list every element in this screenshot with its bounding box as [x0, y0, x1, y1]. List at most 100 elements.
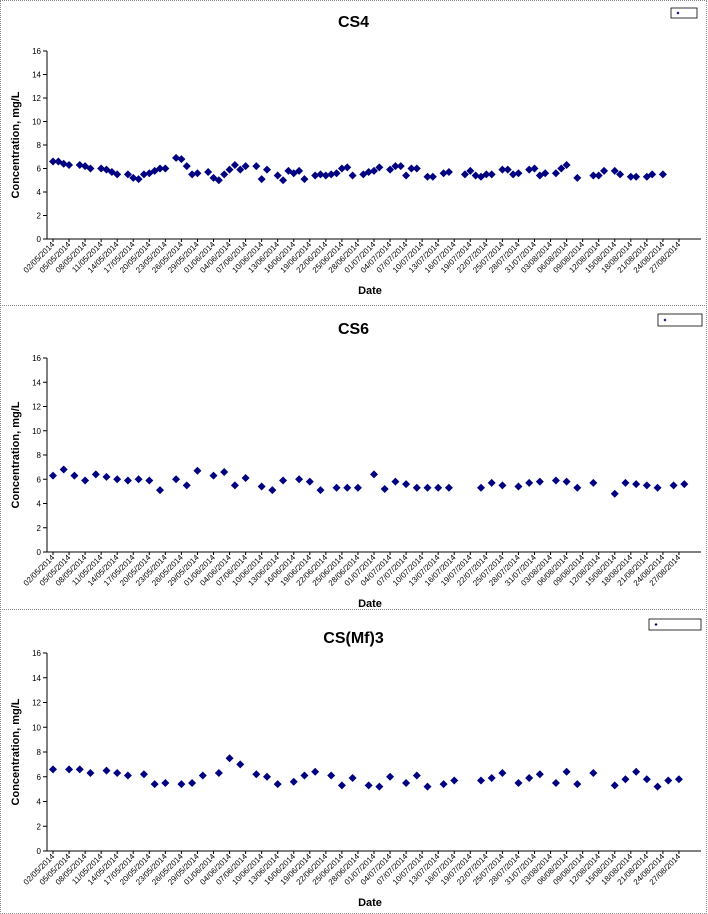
data-point — [551, 778, 560, 787]
y-tick-label: 4 — [37, 798, 42, 807]
data-point — [551, 476, 560, 485]
data-point — [530, 164, 539, 173]
data-point — [434, 483, 443, 492]
data-point — [134, 175, 143, 184]
chart-panel-cs6: CS6 0 2 4 6 8 10 12 14 16 02/05/2014 05/05/2014 08/0… — [0, 305, 707, 610]
data-point — [466, 166, 475, 175]
data-point — [498, 769, 507, 778]
data-point — [268, 486, 277, 495]
data-point — [669, 481, 678, 490]
data-point — [562, 160, 571, 169]
data-point — [188, 170, 197, 179]
data-point — [498, 165, 507, 174]
data-point — [311, 171, 320, 180]
data-point — [477, 483, 485, 492]
data-point — [477, 776, 485, 785]
data-point — [263, 165, 271, 174]
data-point — [343, 163, 352, 172]
data-point — [632, 480, 641, 489]
data-point — [353, 483, 362, 492]
y-tick-label: 10 — [32, 723, 41, 732]
data-point — [252, 162, 261, 171]
data-point — [525, 773, 534, 782]
legend-marker — [676, 11, 680, 15]
legend-box — [648, 618, 702, 631]
data-point — [573, 780, 582, 789]
data-point — [589, 478, 598, 487]
x-axis-title: Date — [358, 285, 382, 297]
data-point — [439, 169, 448, 178]
data-point — [230, 160, 239, 169]
data-point — [642, 481, 651, 490]
data-point — [316, 486, 325, 495]
legend-marker — [654, 623, 658, 626]
y-tick-label: 14 — [32, 378, 41, 387]
data-point — [460, 170, 469, 179]
data-point — [220, 467, 229, 476]
y-axis-title: Concentration, mg/L — [10, 91, 22, 198]
data-point — [412, 483, 421, 492]
data-point — [450, 776, 459, 785]
data-point — [337, 781, 346, 790]
data-point — [59, 159, 68, 168]
data-point — [503, 165, 512, 174]
data-point — [81, 476, 90, 485]
data-point — [423, 483, 432, 492]
data-point — [514, 482, 523, 491]
data-point — [589, 171, 598, 180]
data-point — [343, 483, 352, 492]
data-point — [177, 155, 186, 164]
data-point — [257, 482, 266, 491]
data-point — [75, 765, 84, 774]
data-point — [332, 483, 341, 492]
data-point — [49, 471, 57, 480]
chart-cs6: CS6024681012141602/05/201405/05/201408/0… — [10, 313, 703, 609]
data-point — [123, 476, 132, 485]
data-point — [123, 170, 132, 179]
data-point — [498, 481, 507, 490]
y-tick-label: 2 — [37, 822, 42, 831]
data-point — [145, 476, 154, 485]
data-point — [664, 776, 673, 785]
data-point — [86, 164, 95, 173]
y-tick-label: 4 — [37, 500, 42, 509]
y-tick-label: 4 — [37, 188, 42, 197]
chart-title: CS(Mf)3 — [323, 630, 384, 647]
y-tick-label: 8 — [37, 748, 42, 757]
data-point — [562, 767, 571, 776]
data-point — [230, 481, 239, 490]
data-point — [487, 478, 496, 487]
data-point — [156, 164, 164, 173]
data-point — [674, 775, 683, 784]
data-point — [289, 777, 298, 786]
chart-title: CS4 — [338, 14, 369, 31]
data-point — [407, 164, 416, 173]
data-point — [123, 771, 132, 780]
data-point — [49, 157, 57, 166]
data-point — [214, 769, 223, 778]
data-point — [86, 769, 95, 778]
data-point — [91, 470, 100, 479]
y-tick-label: 12 — [32, 94, 41, 103]
data-point — [402, 778, 411, 787]
data-point — [214, 176, 223, 185]
data-point — [348, 171, 357, 180]
data-point — [412, 164, 421, 173]
data-point — [364, 168, 373, 177]
data-point — [332, 169, 341, 178]
data-point — [161, 164, 170, 173]
x-axis-title: Date — [358, 897, 382, 909]
chart-csmf3: CS(Mf)3024681012141602/05/201405/05/2014… — [10, 618, 702, 909]
data-point — [391, 162, 400, 171]
y-tick-label: 2 — [37, 524, 42, 533]
data-point — [252, 770, 261, 779]
data-point — [279, 176, 288, 185]
data-point — [391, 477, 400, 486]
data-point — [573, 173, 582, 182]
legend-box — [670, 7, 698, 19]
data-point — [295, 166, 304, 175]
data-point — [402, 171, 411, 180]
data-point — [680, 480, 689, 489]
data-point — [321, 171, 330, 180]
data-point — [70, 471, 79, 480]
